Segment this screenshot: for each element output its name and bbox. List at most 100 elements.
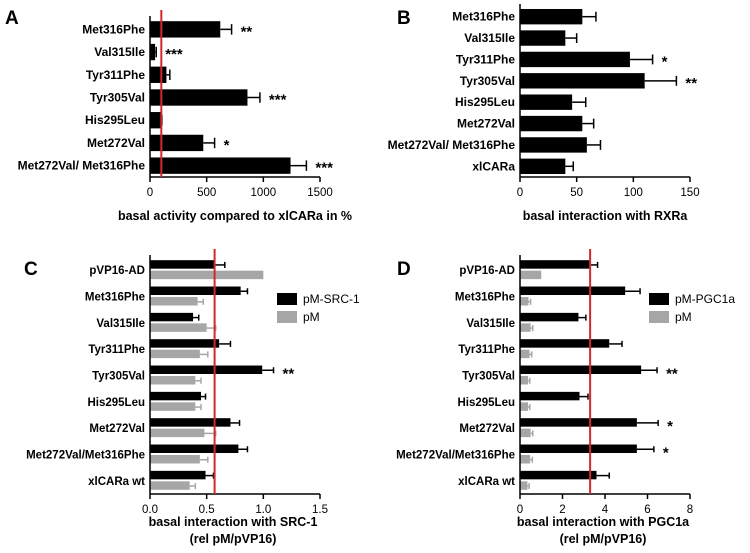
bar <box>520 470 597 480</box>
category-label: Met316Phe <box>452 10 515 24</box>
bar <box>150 260 215 269</box>
bar <box>520 158 566 175</box>
x-tick-label: 0 <box>517 187 523 199</box>
category-label: Met316Phe <box>455 292 515 304</box>
x-tick-label: 1500 <box>307 187 333 199</box>
bar <box>520 8 583 25</box>
category-label: Val315Ile <box>464 31 515 45</box>
category-label: Tyr311Phe <box>458 344 515 356</box>
category-label: pVP16-AD <box>459 265 515 277</box>
x-tick-label: 8 <box>687 504 693 516</box>
bar <box>520 481 528 490</box>
bar <box>150 391 201 401</box>
x-tick-label: 50 <box>570 187 583 199</box>
bar <box>150 376 196 385</box>
bar <box>520 444 637 453</box>
x-tick-label: 6 <box>644 504 650 516</box>
x-tick-label: 0.5 <box>199 504 215 516</box>
bar <box>150 349 200 359</box>
category-label: xlCARa wt <box>88 476 145 488</box>
category-label: Tyr305Val <box>460 74 515 88</box>
bar <box>150 157 291 174</box>
category-label: pVP16-AD <box>89 265 145 277</box>
category-label: His295Leu <box>85 113 145 127</box>
legend-swatch <box>277 293 297 305</box>
category-label: Tyr305Val <box>92 371 145 383</box>
category-label: Tyr311Phe <box>88 344 145 356</box>
x-axis-label: basal activity compared to xlCARa in % <box>118 209 352 223</box>
bar <box>520 270 542 280</box>
bar <box>150 66 167 83</box>
bar <box>150 286 241 295</box>
bar <box>520 51 630 68</box>
bar <box>520 30 566 46</box>
x-tick-label: 1000 <box>251 187 277 199</box>
bar <box>150 21 221 38</box>
category-label: Met316Phe <box>82 22 145 36</box>
panel-letter: B <box>397 8 411 29</box>
significance-marker: * <box>224 137 230 154</box>
x-tick-label: 0.0 <box>142 504 158 516</box>
bar <box>520 323 531 332</box>
significance-marker: *** <box>315 160 333 177</box>
x-tick-label: 100 <box>624 187 643 199</box>
category-label: His295Leu <box>457 397 515 409</box>
bar <box>150 444 239 453</box>
category-label: Val315Ile <box>466 318 515 330</box>
bar <box>520 260 591 269</box>
bar <box>520 402 529 411</box>
significance-marker: * <box>663 445 669 462</box>
legend-entry: pM-SRC-1 <box>303 292 360 306</box>
category-label: Tyr305Val <box>462 371 515 383</box>
bar <box>150 481 190 490</box>
category-label: Val315Ile <box>94 45 145 59</box>
x-tick-label: 4 <box>602 504 609 516</box>
category-label: Met272Val/ Met316Phe <box>18 159 146 173</box>
significance-marker: ** <box>283 366 295 383</box>
significance-marker: * <box>662 53 668 70</box>
legend-swatch <box>649 311 669 323</box>
significance-marker: *** <box>269 92 287 109</box>
bar <box>520 391 580 401</box>
panel-letter: D <box>397 259 411 280</box>
x-tick-label: 500 <box>197 187 216 199</box>
category-label: xlCARa wt <box>458 476 515 488</box>
category-label: Tyr305Val <box>90 91 145 105</box>
bar <box>520 137 587 153</box>
bar <box>520 312 579 322</box>
legend-entry: pM <box>675 310 692 324</box>
bar <box>520 349 530 359</box>
bar <box>150 134 204 152</box>
category-label: Met272Val/ Met316Phe <box>388 138 516 152</box>
x-tick-label: 0 <box>517 504 523 516</box>
x-axis-label-2: (rel pM/pVP16) <box>560 532 647 546</box>
bar <box>150 312 194 322</box>
category-label: xlCARa <box>472 159 515 173</box>
x-tick-label: 150 <box>680 187 699 199</box>
bar <box>520 73 645 89</box>
bar <box>150 339 220 348</box>
bar <box>520 94 573 110</box>
category-label: Tyr311Phe <box>86 68 145 82</box>
bar <box>150 43 156 61</box>
category-label: His295Leu <box>87 397 145 409</box>
x-axis-label: basal interaction with SRC-1 <box>149 515 318 529</box>
bar <box>150 365 263 374</box>
bar <box>520 428 531 438</box>
x-tick-label: 0 <box>147 187 153 199</box>
significance-marker: ** <box>666 366 678 383</box>
legend-entry: pM <box>303 310 320 324</box>
category-label: Met272Val/Met316Phe <box>26 450 145 462</box>
panel-letter: A <box>5 8 19 29</box>
bar <box>520 286 626 295</box>
bar <box>150 297 198 306</box>
bar <box>150 418 231 427</box>
category-label: Val315Ile <box>96 318 145 330</box>
x-tick-label: 1.5 <box>312 504 328 516</box>
x-axis-label-2: (rel pM/pVP16) <box>190 532 277 546</box>
category-label: Met272Val <box>457 117 515 131</box>
x-tick-label: 2 <box>559 504 565 516</box>
legend-swatch <box>277 311 297 323</box>
category-label: Tyr311Phe <box>456 52 515 66</box>
